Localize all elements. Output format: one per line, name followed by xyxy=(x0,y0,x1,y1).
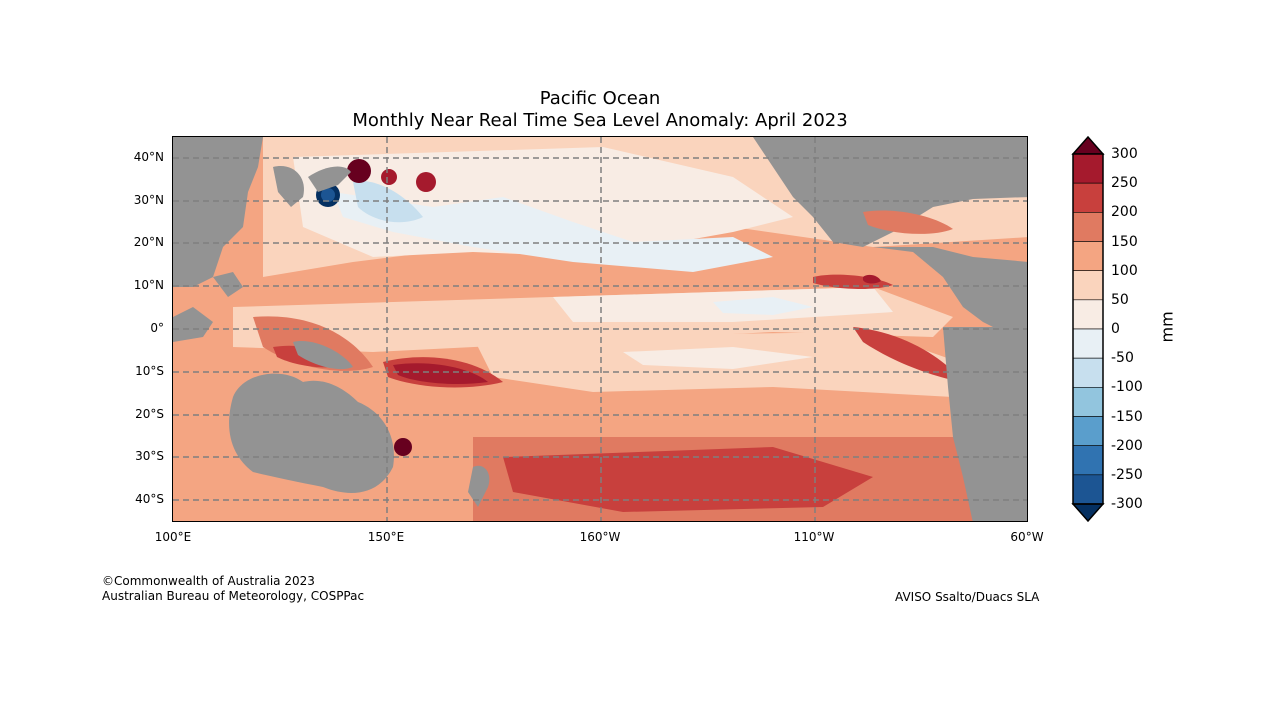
colorbar-segment xyxy=(1072,182,1104,213)
land-new-zealand xyxy=(468,465,490,507)
land-central-america xyxy=(873,247,1027,332)
lat-label-40s: 40°S xyxy=(135,492,164,506)
lat-label-10s: 10°S xyxy=(135,364,164,378)
colorbar-tick-label: -100 xyxy=(1111,379,1143,396)
land-asia xyxy=(173,137,263,287)
anomaly-band-200-east xyxy=(853,327,963,382)
organization-text: Australian Bureau of Meteorology, COSPPa… xyxy=(102,589,365,603)
land-korea-japan xyxy=(273,166,304,207)
eddy-positive-tasman xyxy=(394,438,412,456)
colorbar-segment xyxy=(1072,299,1104,330)
land-new-guinea xyxy=(293,341,353,370)
lon-label-60w: 60°W xyxy=(1010,530,1044,544)
eddy-positive xyxy=(416,172,436,192)
colorbar-segment xyxy=(1072,357,1104,388)
land-australia xyxy=(229,373,394,493)
lat-label-equator: 0° xyxy=(150,321,164,335)
map-canvas xyxy=(173,137,1027,521)
lat-label-20s: 20°S xyxy=(135,407,164,421)
eddy-positive xyxy=(381,169,397,185)
chart-subtitle: Monthly Near Real Time Sea Level Anomaly… xyxy=(352,110,848,131)
colorbar-tick-label: 200 xyxy=(1111,204,1138,221)
lat-label-30s: 30°S xyxy=(135,449,164,463)
colorbar-border xyxy=(1072,153,1104,505)
colorbar-tick-label: -300 xyxy=(1111,496,1143,512)
lon-label-110w: 110°W xyxy=(793,530,835,544)
colorbar-tick-label: -200 xyxy=(1111,437,1143,454)
colorbar-tick-label: 300 xyxy=(1111,146,1138,162)
land-north-america xyxy=(753,137,1027,247)
colorbar-extend-min xyxy=(1071,503,1105,522)
colorbar-segment xyxy=(1072,212,1104,242)
colorbar-segment xyxy=(1072,416,1104,446)
lat-label-20n: 20°N xyxy=(133,235,164,249)
anomaly-band-250-cabo xyxy=(863,274,881,284)
colorbar-segment xyxy=(1072,474,1104,505)
colorbar-tick-label: -250 xyxy=(1111,466,1143,483)
lat-label-30n: 30°N xyxy=(133,193,164,207)
anomaly-gulf xyxy=(863,210,953,234)
sea-level-anomaly-map xyxy=(172,136,1028,522)
anomaly-band-0-south xyxy=(623,347,813,369)
anomaly-band-neg50-north xyxy=(333,192,773,272)
colorbar-tick-label: 150 xyxy=(1111,233,1138,250)
colorbar-segment xyxy=(1072,153,1104,184)
lon-label-160w: 160°W xyxy=(579,530,621,544)
lon-label-150e: 150°E xyxy=(367,530,405,544)
colorbar-segment xyxy=(1072,387,1104,417)
colorbar-segment xyxy=(1072,445,1104,476)
eddy-negative-core xyxy=(321,188,335,202)
colorbar-tick-label: -50 xyxy=(1111,350,1134,367)
colorbar-unit-label: mm xyxy=(1157,311,1177,343)
graticule xyxy=(173,137,1027,521)
chart-title: Pacific Ocean xyxy=(539,88,661,109)
colorbar-tick-label: 250 xyxy=(1111,175,1138,192)
land-japan xyxy=(308,166,351,192)
anomaly-band-200-south xyxy=(503,447,873,512)
land-philippines xyxy=(213,272,243,297)
lon-label-100e: 100°E xyxy=(154,530,192,544)
colorbar xyxy=(1071,136,1105,522)
colorbar-segment xyxy=(1072,241,1104,271)
anomaly-band-neg50-equator xyxy=(713,297,813,315)
colorbar-segment xyxy=(1072,328,1104,359)
colorbar-tick-label: 100 xyxy=(1111,262,1138,279)
colorbar-tick-label: 0 xyxy=(1111,321,1120,337)
colorbar-extend-max xyxy=(1071,136,1105,155)
copyright-text: ©Commonwealth of Australia 2023 xyxy=(102,574,315,588)
colorbar-tick-label: -150 xyxy=(1111,408,1143,425)
eddy-positive xyxy=(347,159,371,183)
data-source-text: AVISO Ssalto/Duacs SLA xyxy=(895,590,1040,604)
lat-label-10n: 10°N xyxy=(133,278,164,292)
colorbar-segment xyxy=(1072,270,1104,301)
anomaly-band-250-west xyxy=(393,363,488,385)
colorbar-tick-label: 50 xyxy=(1111,291,1129,308)
land-south-america xyxy=(943,327,1027,521)
land-borneo xyxy=(173,307,213,342)
lat-label-40n: 40°N xyxy=(133,150,164,164)
